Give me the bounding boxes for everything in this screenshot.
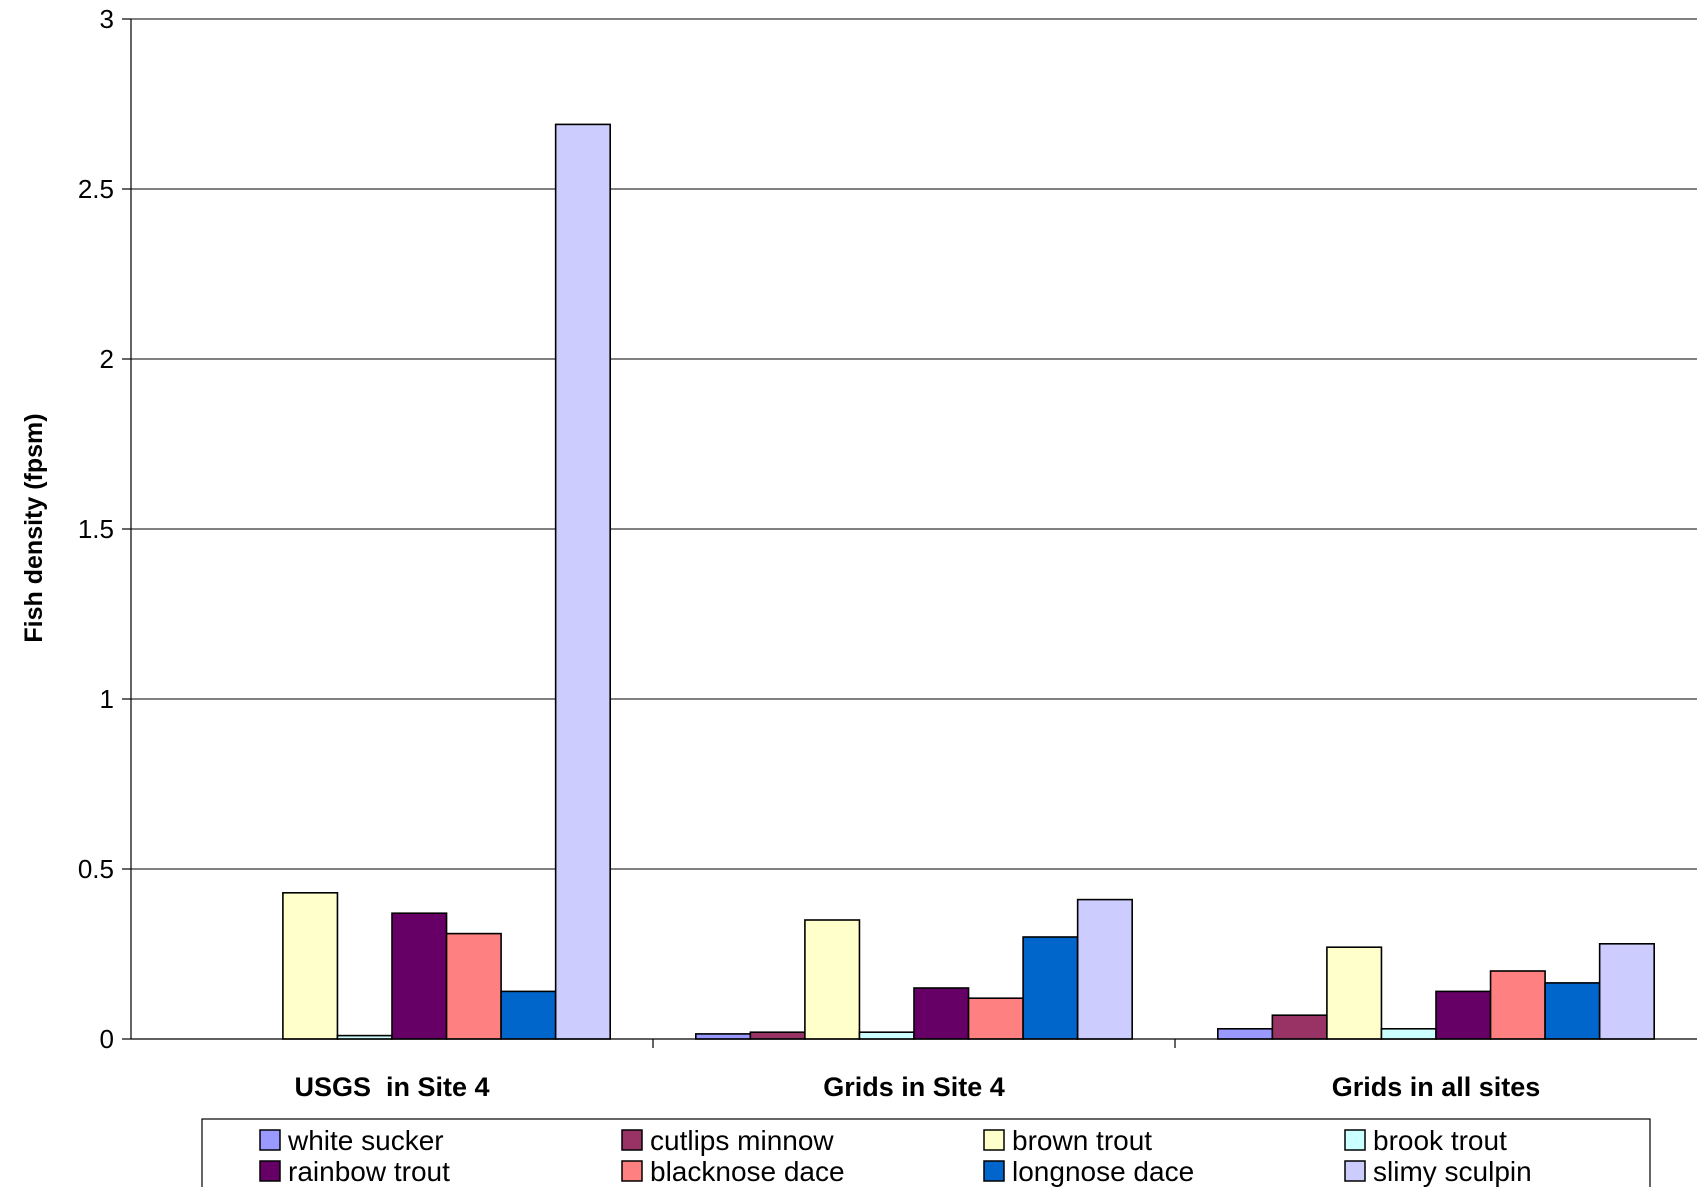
y-axis-title: Fish density (fpsm) (20, 413, 48, 642)
legend-swatch (1344, 1129, 1366, 1151)
bar-brown-trout (282, 891, 339, 1040)
bar-cutlips-minnow (1271, 1014, 1328, 1040)
y-tick-label: 0 (100, 1024, 114, 1054)
bar-blacknose-dace (445, 932, 502, 1040)
y-tick-label: 0.5 (78, 854, 114, 884)
bars (282, 123, 1655, 1040)
x-category-label: Grids in Site 4 (823, 1072, 1005, 1102)
legend-label: blacknose dace (650, 1156, 845, 1187)
bar-longnose-dace (500, 990, 557, 1040)
bar-blacknose-dace (1489, 970, 1546, 1040)
bar-rainbow-trout (913, 987, 970, 1040)
legend-swatch (621, 1160, 643, 1182)
legend-box (201, 1118, 1651, 1187)
legend-label: rainbow trout (288, 1156, 450, 1187)
legend-label: white sucker (287, 1125, 444, 1156)
legend-label: longnose dace (1012, 1156, 1194, 1187)
x-category-labels: USGS in Site 4 Grids in Site 4 Grids in al… (294, 1072, 1540, 1102)
bar-brook-trout (1380, 1028, 1437, 1040)
grid-lines (131, 18, 1697, 870)
legend-label: slimy sculpin (1373, 1156, 1532, 1187)
y-tick-label: 2.5 (78, 174, 114, 204)
y-tick-labels: 0 0.5 1 1.5 2 2.5 3 (78, 4, 114, 1054)
legend-swatch (259, 1160, 281, 1182)
legend-label: brown trout (1012, 1125, 1152, 1156)
bar-slimy-sculpin (1076, 898, 1133, 1040)
bar-longnose-dace (1022, 936, 1079, 1040)
y-tick-label: 3 (100, 4, 114, 34)
bar-rainbow-trout (1435, 990, 1492, 1040)
bar-white-sucker (695, 1033, 752, 1040)
legend-label: brook trout (1373, 1125, 1507, 1156)
legend-swatch (621, 1129, 643, 1151)
bar-brown-trout (804, 919, 861, 1040)
x-category-label: USGS in Site 4 (294, 1072, 489, 1102)
y-tick-label: 1.5 (78, 514, 114, 544)
bar-slimy-sculpin (1598, 942, 1655, 1040)
legend-label: cutlips minnow (650, 1125, 834, 1156)
bar-brown-trout (1326, 946, 1383, 1040)
bar-slimy-sculpin (554, 123, 611, 1040)
bar-rainbow-trout (391, 912, 448, 1040)
legend: white sucker cutlips minnow brown trout bro… (201, 1118, 1651, 1187)
bar-blacknose-dace (967, 997, 1024, 1040)
bar-longnose-dace (1544, 982, 1601, 1040)
y-tick-label: 1 (100, 684, 114, 714)
axes (122, 18, 1697, 1048)
legend-swatch (259, 1129, 281, 1151)
bar-white-sucker (1217, 1028, 1274, 1040)
legend-swatch (983, 1129, 1005, 1151)
bar-brook-trout (858, 1031, 915, 1040)
y-tick-label: 2 (100, 344, 114, 374)
bar-cutlips-minnow (749, 1031, 806, 1040)
legend-swatch (1344, 1160, 1366, 1182)
x-category-label: Grids in all sites (1332, 1072, 1541, 1102)
legend-swatch (983, 1160, 1005, 1182)
